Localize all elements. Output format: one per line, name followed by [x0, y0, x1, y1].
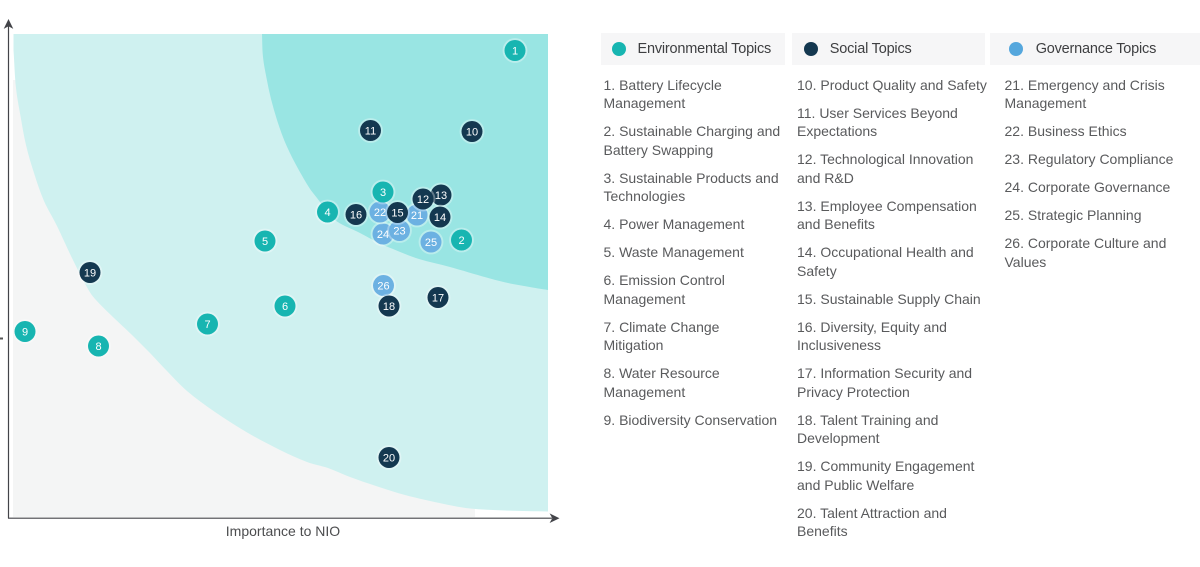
- svg-text:5: 5: [262, 236, 268, 248]
- svg-text:6: 6: [282, 301, 288, 313]
- svg-text:22: 22: [374, 207, 386, 219]
- svg-text:25: 25: [425, 237, 437, 249]
- svg-text:17: 17: [432, 292, 444, 304]
- svg-text:10: 10: [466, 126, 478, 138]
- svg-text:8: 8: [95, 341, 101, 353]
- svg-text:1: 1: [512, 45, 518, 57]
- svg-text:21: 21: [411, 210, 423, 222]
- svg-text:13: 13: [435, 190, 447, 202]
- svg-text:20: 20: [383, 452, 395, 464]
- svg-text:9: 9: [22, 326, 28, 338]
- svg-text:3: 3: [380, 187, 386, 199]
- svg-text:26: 26: [377, 280, 389, 292]
- svg-text:14: 14: [434, 212, 446, 224]
- svg-text:18: 18: [383, 301, 395, 313]
- svg-text:23: 23: [393, 225, 405, 237]
- svg-text:19: 19: [84, 267, 96, 279]
- svg-text:12: 12: [417, 194, 429, 206]
- svg-text:24: 24: [377, 229, 389, 241]
- svg-text:15: 15: [391, 207, 403, 219]
- svg-text:11: 11: [365, 125, 376, 137]
- svg-text:2: 2: [458, 235, 464, 247]
- svg-text:16: 16: [350, 209, 362, 221]
- svg-text:4: 4: [324, 207, 330, 219]
- svg-text:7: 7: [204, 319, 210, 331]
